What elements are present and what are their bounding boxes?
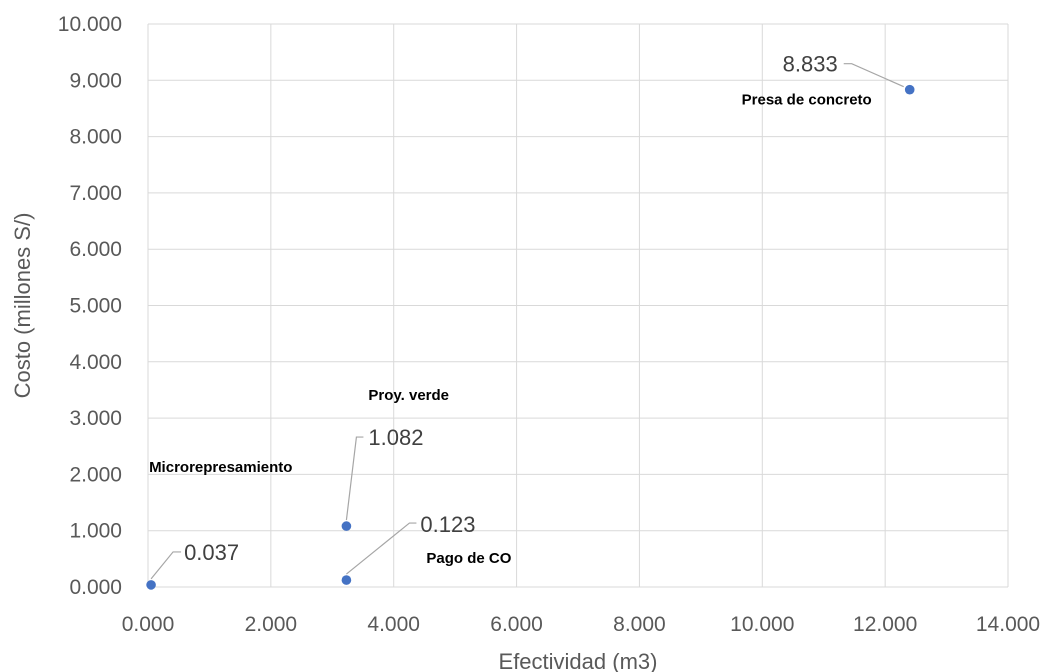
leader-line (150, 551, 182, 580)
data-value-label: 8.833 (783, 52, 838, 77)
data-point (904, 84, 915, 95)
axis-ticks: 0.000 2.000 4.000 6.000 8.000 10.000 12.000 14.… (58, 13, 1040, 636)
x-tick-label: 2.000 (245, 613, 298, 636)
y-tick-label: 2.000 (69, 463, 122, 486)
x-tick-label: 6.000 (490, 613, 543, 636)
data-value-label: 0.123 (420, 512, 475, 537)
data-points: 0.037 Microrepresamiento 1.082 Proy. verde 0… (146, 52, 915, 590)
y-tick-label: 7.000 (69, 182, 122, 205)
data-value-label: 0.037 (184, 540, 239, 565)
point-name-label: Proy. verde (368, 387, 449, 404)
y-tick-label: 5.000 (69, 295, 122, 318)
leader-line (345, 436, 364, 521)
x-tick-label: 14.000 (976, 613, 1040, 636)
leader-line (346, 522, 417, 575)
y-tick-label: 9.000 (69, 69, 122, 92)
y-tick-label: 3.000 (69, 407, 122, 430)
y-tick-label: 1.000 (69, 520, 122, 543)
y-tick-label: 6.000 (69, 238, 122, 261)
x-axis-title: Efectividad (m3) (499, 649, 658, 672)
data-point (341, 521, 352, 531)
data-point (341, 575, 352, 585)
x-tick-label: 10.000 (730, 613, 794, 636)
x-tick-label: 4.000 (367, 613, 420, 636)
leader-line (843, 63, 904, 88)
point-name-label: Microrepresamiento (149, 459, 292, 476)
y-tick-label: 0.000 (69, 576, 122, 599)
grid-lines (147, 23, 1009, 588)
x-tick-label: 0.000 (122, 613, 175, 636)
point-name-label: Pago de CO (426, 550, 511, 567)
y-tick-label: 4.000 (69, 351, 122, 374)
y-tick-label: 8.000 (69, 126, 122, 149)
y-axis-title: Costo (millones S/) (10, 213, 35, 399)
data-value-label: 1.082 (368, 425, 423, 450)
x-tick-label: 8.000 (613, 613, 666, 636)
y-tick-label: 10.000 (58, 13, 122, 36)
x-tick-label: 12.000 (853, 613, 917, 636)
data-point (146, 580, 156, 590)
point-name-label: Presa de concreto (742, 92, 872, 109)
